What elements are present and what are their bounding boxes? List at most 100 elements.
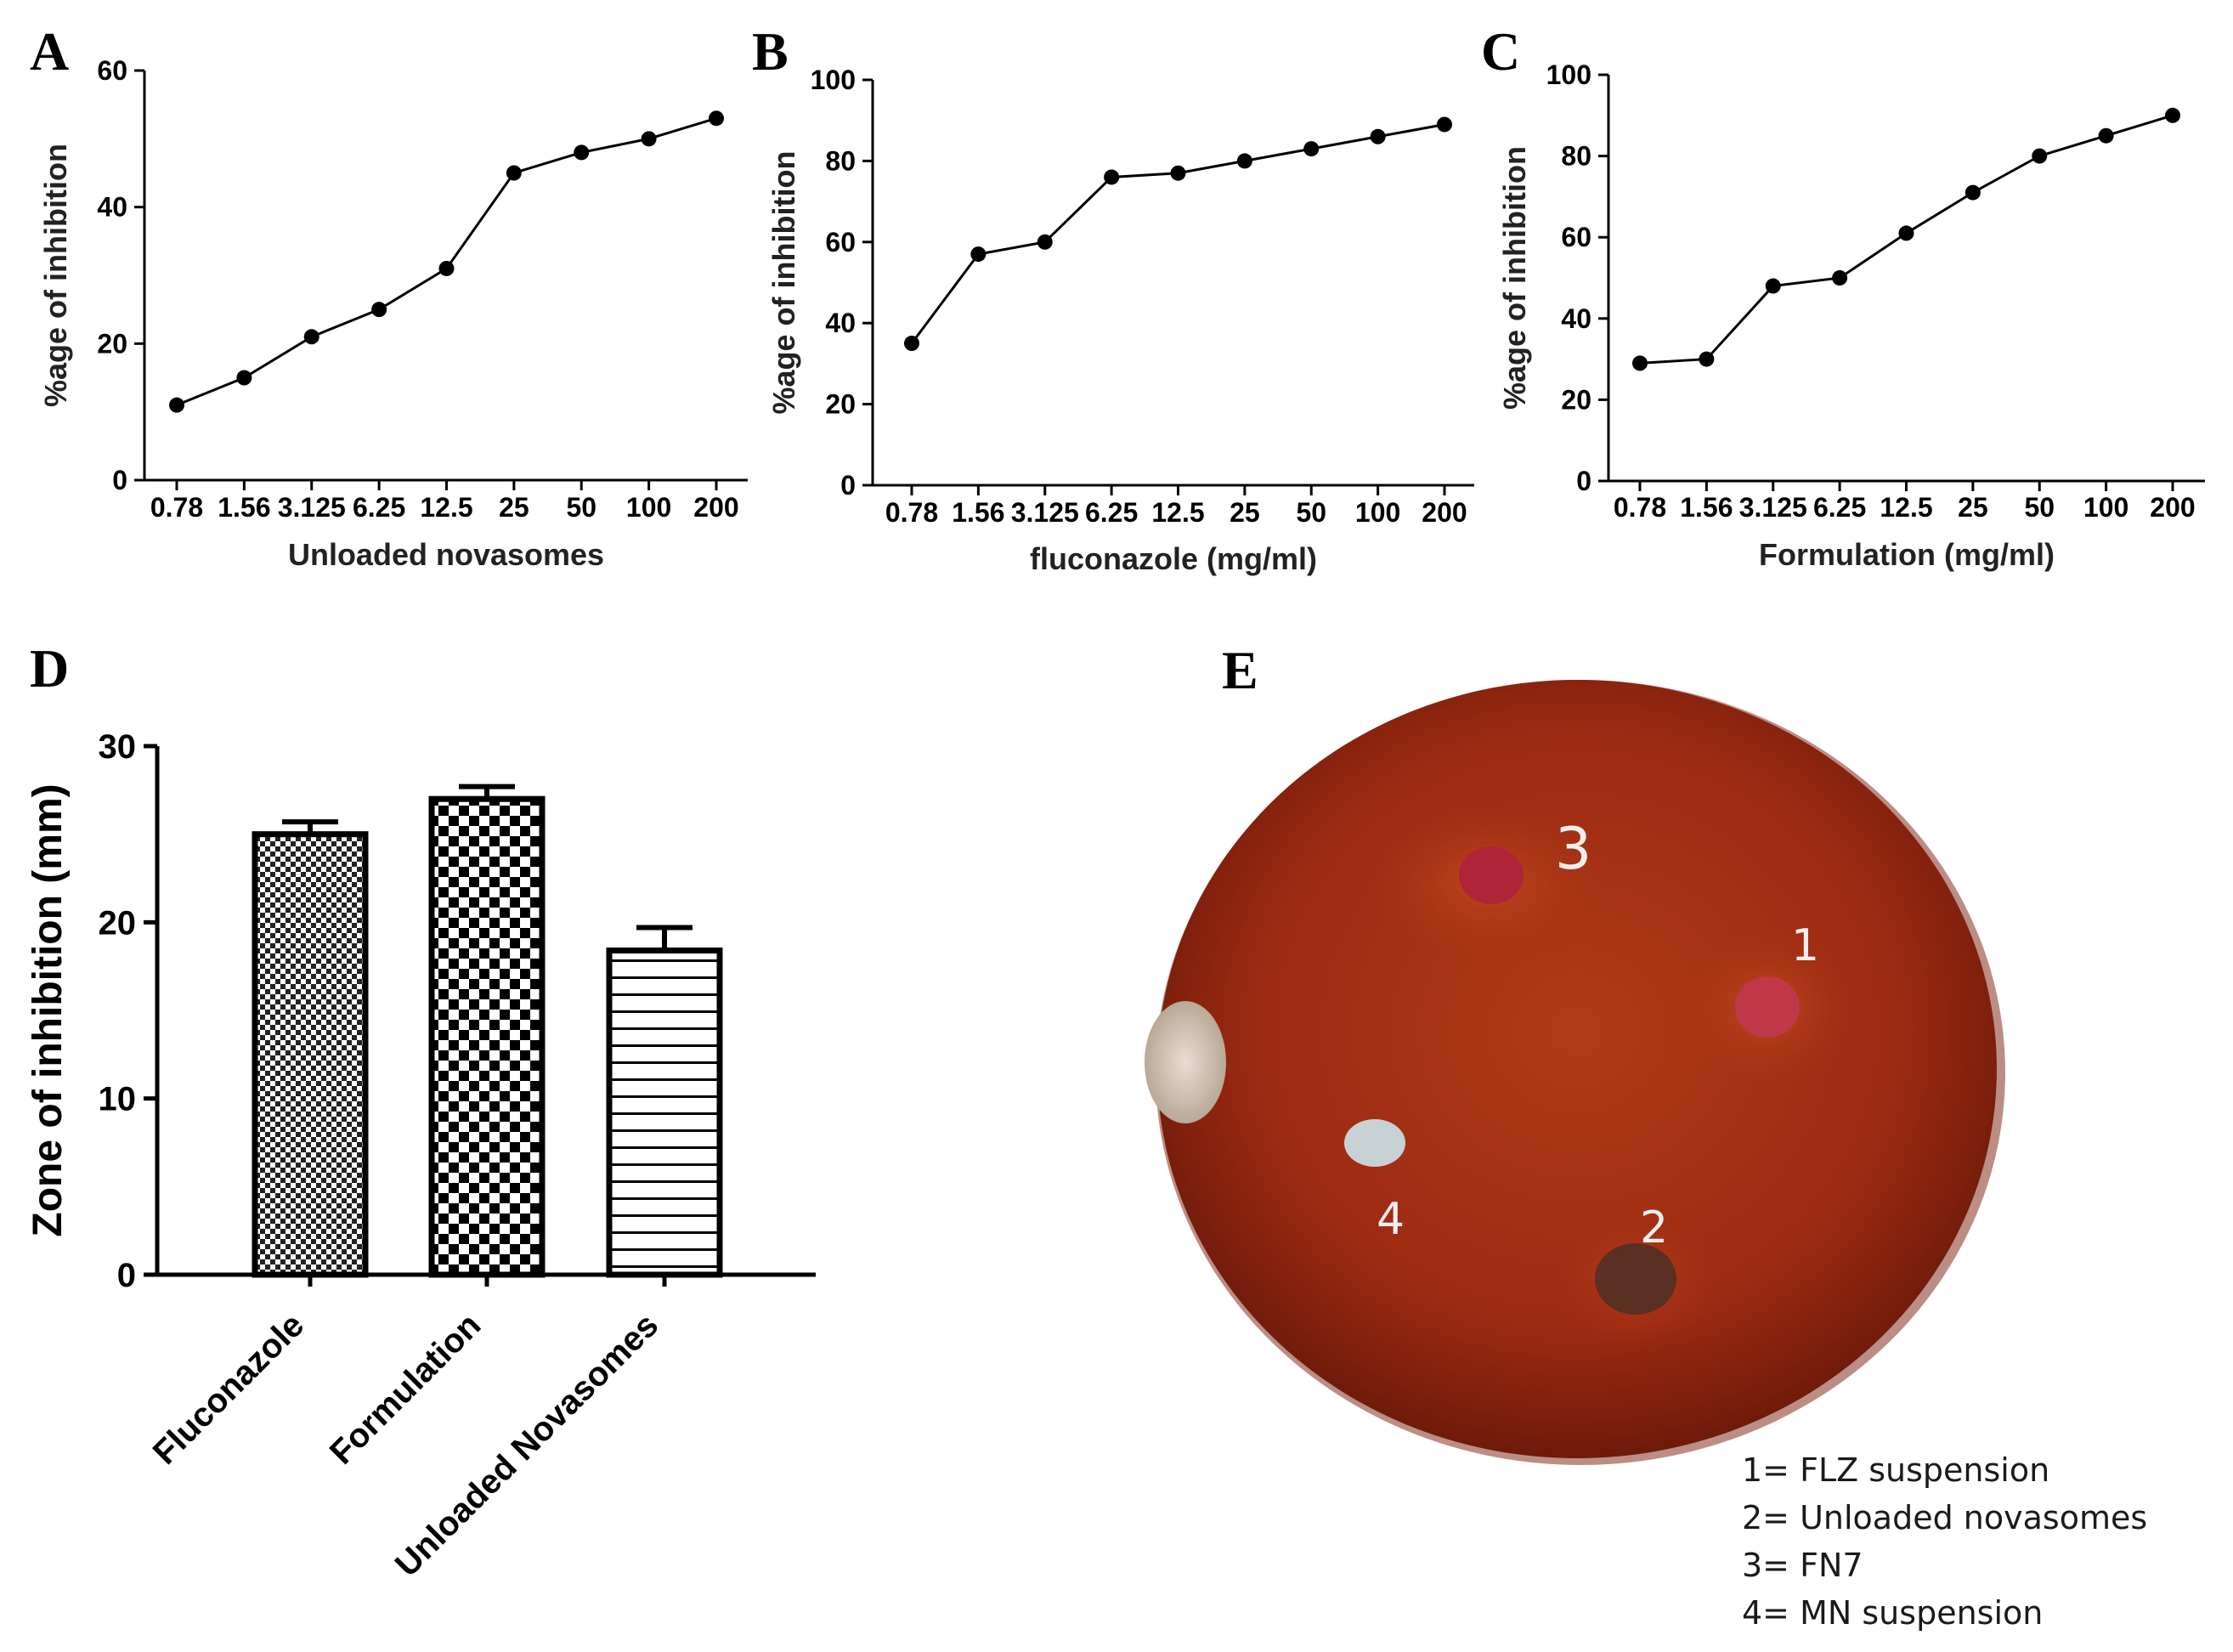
data-point xyxy=(1104,169,1120,185)
x-tick-label: 1.56 xyxy=(218,492,270,523)
data-point xyxy=(1898,225,1914,241)
y-tick-label: 100 xyxy=(1546,59,1591,90)
well-label-2: 2 xyxy=(1640,1202,1668,1253)
well-2 xyxy=(1595,1243,1676,1315)
data-point xyxy=(1236,153,1252,169)
y-tick-label: 20 xyxy=(825,389,856,420)
data-point xyxy=(1699,351,1715,367)
x-tick-label: 6.25 xyxy=(353,492,405,523)
category-label: Formulation xyxy=(323,1306,489,1472)
data-point xyxy=(371,302,387,318)
panel-letter-b: B xyxy=(752,21,789,82)
series-line-b xyxy=(910,122,1445,344)
y-tick-label: 20 xyxy=(1561,384,1591,415)
chart-panel-d: D 0 10 20 30 Zone of inhibition (mm) Fluconazo… xyxy=(25,638,816,1584)
y-tick-label: 60 xyxy=(1561,222,1591,252)
panel-letter-e: E xyxy=(1222,640,1258,700)
legend-item-1: 1= FLZ suspension xyxy=(1742,1451,2049,1489)
x-tick-label: 12.5 xyxy=(1151,497,1204,528)
data-point xyxy=(1370,128,1386,144)
data-point xyxy=(1765,278,1781,294)
panel-letter-d: D xyxy=(30,638,69,699)
y-axis-label-d: Zone of inhibition (mm) xyxy=(25,784,71,1236)
legend-item-2: 2= Unloaded novasomes xyxy=(1742,1499,2147,1536)
y-tick-label: 10 xyxy=(99,1081,137,1118)
panel-letter-c: C xyxy=(1481,21,1520,82)
data-point xyxy=(1303,141,1320,157)
y-tick-label: 0 xyxy=(112,465,127,495)
y-tick-label: 40 xyxy=(97,192,127,223)
data-point xyxy=(1832,270,1848,286)
well-3 xyxy=(1459,846,1524,904)
x-tick-label: 3.125 xyxy=(1739,492,1807,523)
x-tick-label: 200 xyxy=(693,492,738,523)
x-tick-label: 200 xyxy=(2150,492,2195,523)
data-point xyxy=(169,397,184,413)
x-tick-label: 100 xyxy=(626,492,671,523)
y-tick-label: 80 xyxy=(825,145,856,176)
x-tick-label: 200 xyxy=(1422,497,1467,528)
x-tick-label: 12.5 xyxy=(1880,492,1932,523)
x-tick-label: 100 xyxy=(2083,492,2128,523)
x-tick-label: 0.78 xyxy=(150,492,203,523)
data-point xyxy=(303,329,319,345)
legend-item-4: 4= MN suspension xyxy=(1742,1594,2043,1632)
y-axis-label-b: %age of inhibition xyxy=(766,151,801,415)
data-point xyxy=(1632,355,1648,371)
agar-plate xyxy=(1157,680,1997,1458)
data-point xyxy=(438,260,455,276)
chart-panel-b: B 0 20 40 60 80 100 0.78 1.56 3.125 6.25 12.5 25 50 10… xyxy=(752,21,1474,576)
well-1 xyxy=(1735,976,1800,1038)
y-tick-label: 80 xyxy=(1561,141,1591,172)
chart-panel-a: A 0 20 40 60 0.78 1.56 3.125 6.25 12.5 25 50 100 200 U… xyxy=(30,21,748,572)
y-tick-label: 0 xyxy=(840,470,856,501)
data-point xyxy=(2098,127,2114,144)
x-axis-label-b: fluconazole (mg/ml) xyxy=(1030,541,1317,576)
data-point xyxy=(574,144,590,161)
well-label-3: 3 xyxy=(1555,816,1591,883)
x-tick-label: 100 xyxy=(1355,497,1400,528)
x-tick-label: 50 xyxy=(2024,492,2055,523)
data-point xyxy=(236,370,252,386)
y-tick-label: 0 xyxy=(1576,466,1591,496)
chart-panel-c: C 0 20 40 60 80 100 0.78 1.56 3.125 6.25 12.5 25 50 10… xyxy=(1481,21,2205,572)
x-tick-label: 0.78 xyxy=(1614,492,1666,523)
y-tick-label: 30 xyxy=(99,728,137,766)
bar xyxy=(252,831,369,1278)
well-label-4: 4 xyxy=(1377,1194,1405,1245)
data-point xyxy=(1037,234,1053,250)
x-tick-label: 3.125 xyxy=(278,492,346,523)
well-4 xyxy=(1344,1119,1405,1167)
data-point xyxy=(641,131,657,147)
data-point xyxy=(2165,107,2180,123)
x-tick-label: 0.78 xyxy=(885,497,938,528)
photo-panel-e: E 3 1 2 4 1= FLZ suspension 2= Unloaded … xyxy=(1145,640,2147,1632)
panel-letter-a: A xyxy=(30,21,69,82)
x-tick-label: 25 xyxy=(1958,492,1988,523)
data-point xyxy=(1964,184,1981,201)
x-tick-label: 1.56 xyxy=(952,497,1004,528)
y-axis-label-a: %age of inhibition xyxy=(38,144,73,407)
y-tick-label: 40 xyxy=(1561,303,1591,334)
x-tick-label: 3.125 xyxy=(1011,497,1079,528)
legend-item-3: 3= FN7 xyxy=(1742,1547,1863,1584)
x-tick-label: 6.25 xyxy=(1085,497,1138,528)
y-tick-label: 20 xyxy=(97,328,127,359)
y-tick-label: 20 xyxy=(99,904,137,942)
data-point xyxy=(970,246,986,263)
y-tick-label: 100 xyxy=(811,65,856,95)
y-tick-label: 60 xyxy=(825,227,856,257)
x-tick-label: 25 xyxy=(1230,497,1260,528)
data-point xyxy=(2032,148,2048,164)
well-label-1: 1 xyxy=(1791,920,1819,971)
data-point xyxy=(904,336,919,352)
data-point xyxy=(709,110,724,127)
bar xyxy=(428,795,546,1278)
x-tick-label: 1.56 xyxy=(1680,492,1733,523)
plate-edge-glare xyxy=(1145,1001,1226,1123)
x-tick-label: 50 xyxy=(566,492,596,523)
y-tick-label: 40 xyxy=(825,308,856,338)
x-tick-label: 25 xyxy=(499,492,529,523)
x-axis-label-c: Formulation (mg/ml) xyxy=(1759,537,2055,572)
